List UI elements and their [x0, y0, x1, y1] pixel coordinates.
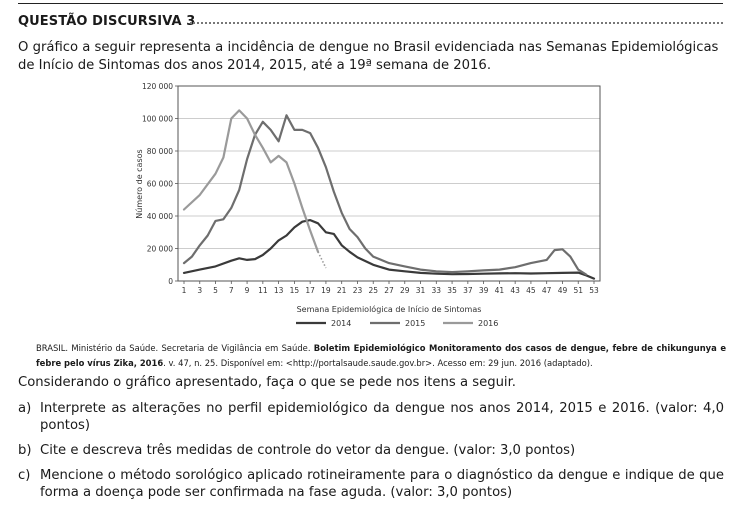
legend-label: 2015 [405, 319, 425, 328]
question-items: a) Interprete as alterações no perfil ep… [18, 400, 724, 509]
y-axis-label: Número de casos [135, 149, 144, 218]
x-tick-label: 17 [305, 286, 315, 295]
dotted-leader [190, 22, 723, 24]
legend: 2014 2015 2016 [296, 319, 498, 328]
x-tick-label: 51 [573, 286, 583, 295]
y-tick-label: 20 000 [147, 244, 173, 253]
x-tick-label: 25 [368, 286, 378, 295]
question-item-b: b) Cite e descreva três medidas de contr… [18, 442, 724, 459]
question-item-a: a) Interprete as alterações no perfil ep… [18, 400, 724, 434]
x-tick-label: 15 [290, 286, 300, 295]
x-tick-label: 53 [589, 286, 599, 295]
x-tick-label: 29 [400, 286, 410, 295]
x-tick-label: 3 [197, 286, 202, 295]
item-text: Mencione o método sorológico aplicado ro… [40, 468, 724, 500]
series-line-2015 [182, 114, 588, 276]
x-tick-label: 19 [321, 286, 331, 295]
series-tail-2016 [317, 251, 327, 269]
x-tick-label: 39 [479, 286, 489, 295]
item-label: b) [18, 443, 32, 458]
y-tick-label: 0 [168, 277, 173, 286]
legend-label: 2014 [331, 319, 351, 328]
y-tick-label: 40 000 [147, 212, 173, 221]
source-citation: BRASIL. Ministério da Saúde. Secretaria … [36, 341, 726, 371]
item-label: a) [18, 401, 32, 416]
series-line-2016 [182, 109, 320, 253]
item-label: c) [18, 468, 31, 483]
citation-title: Boletim Epidemiológico Monitoramento dos… [36, 343, 726, 368]
x-tick-label: 11 [258, 286, 268, 295]
item-text: Interprete as alterações no perfil epide… [40, 401, 724, 433]
x-tick-label: 27 [384, 286, 394, 295]
x-tick-label: 41 [495, 286, 505, 295]
x-tick-label: 31 [416, 286, 426, 295]
y-tick-label: 100 000 [142, 114, 173, 123]
y-axis-ticks: 0 20 000 40 000 60 000 80 000 100 000 120 000 [142, 82, 178, 286]
x-tick-label: 9 [245, 286, 250, 295]
x-tick-label: 43 [510, 286, 520, 295]
x-tick-label: 49 [558, 286, 568, 295]
x-tick-label: 5 [213, 286, 218, 295]
x-tick-label: 37 [463, 286, 473, 295]
x-tick-label: 23 [353, 286, 363, 295]
top-rule [18, 3, 723, 4]
x-tick-label: 13 [274, 286, 284, 295]
intro-paragraph: O gráfico a seguir representa a incidênc… [18, 40, 719, 73]
x-tick-label: 33 [432, 286, 442, 295]
x-tick-label: 21 [337, 286, 347, 295]
x-tick-label: 35 [447, 286, 457, 295]
x-tick-label: 7 [229, 286, 234, 295]
x-tick-label: 45 [526, 286, 536, 295]
y-tick-label: 80 000 [147, 147, 173, 156]
citation-text: BRASIL. Ministério da Saúde. Secretaria … [36, 343, 314, 353]
legend-label: 2016 [478, 319, 498, 328]
x-tick-label: 47 [542, 286, 552, 295]
series-line-2014 [182, 219, 596, 280]
grid-lines [178, 118, 600, 249]
x-axis-ticks: 1 3 5 7 9 11 13 15 17 19 21 23 25 27 29 31 33 35 37 39 41 43 4… [182, 281, 599, 295]
citation-details: . v. 47, n. 25. Disponível em: <http://p… [163, 358, 593, 368]
question-heading: QUESTÃO DISCURSIVA 3 [18, 14, 196, 29]
item-text: Cite e descreva três medidas de controle… [40, 443, 576, 458]
question-item-c: c) Mencione o método sorológico aplicado… [18, 467, 724, 501]
x-tick-label: 1 [182, 286, 187, 295]
x-axis-label: Semana Epidemiológica de Início de Sinto… [297, 304, 482, 314]
instruction-text: Considerando o gráfico apresentado, faça… [18, 375, 517, 390]
series-lines [182, 109, 596, 280]
y-tick-label: 120 000 [142, 82, 173, 91]
y-tick-label: 60 000 [147, 179, 173, 188]
